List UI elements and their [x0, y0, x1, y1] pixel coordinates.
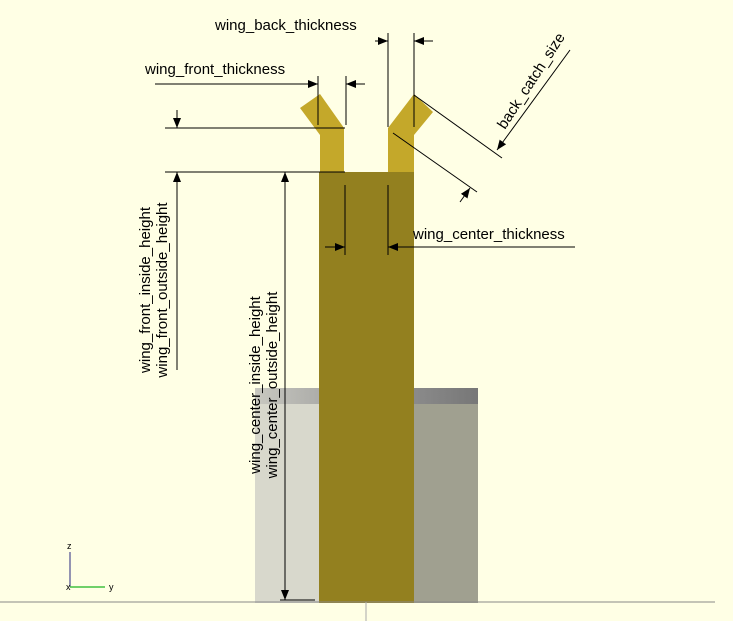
- label-wing-front-inside-height: wing_front_inside_height: [137, 206, 154, 374]
- axis-indicator: z x y: [66, 541, 114, 592]
- wing-center-column: [319, 172, 414, 603]
- axis-z-label: z: [67, 541, 72, 551]
- label-wing-center-thickness: wing_center_thickness: [412, 226, 565, 243]
- right-wing: [388, 94, 433, 172]
- base-block-left: [255, 388, 319, 603]
- axis-y-label: y: [109, 582, 114, 592]
- label-wing-front-outside-height: wing_front_outside_height: [154, 202, 171, 379]
- label-wing-front-thickness: wing_front_thickness: [144, 61, 285, 78]
- left-wing: [300, 94, 344, 172]
- axis-x-label: x: [66, 582, 71, 592]
- label-wing-center-inside-height: wing_center_inside_height: [247, 295, 264, 474]
- base-block-right: [414, 388, 478, 603]
- dimension-lines: [155, 33, 575, 601]
- label-wing-back-thickness: wing_back_thickness: [214, 17, 357, 34]
- label-wing-center-outside-height: wing_center_outside_height: [264, 291, 281, 480]
- label-back-catch-size: back_catch_size: [494, 30, 569, 132]
